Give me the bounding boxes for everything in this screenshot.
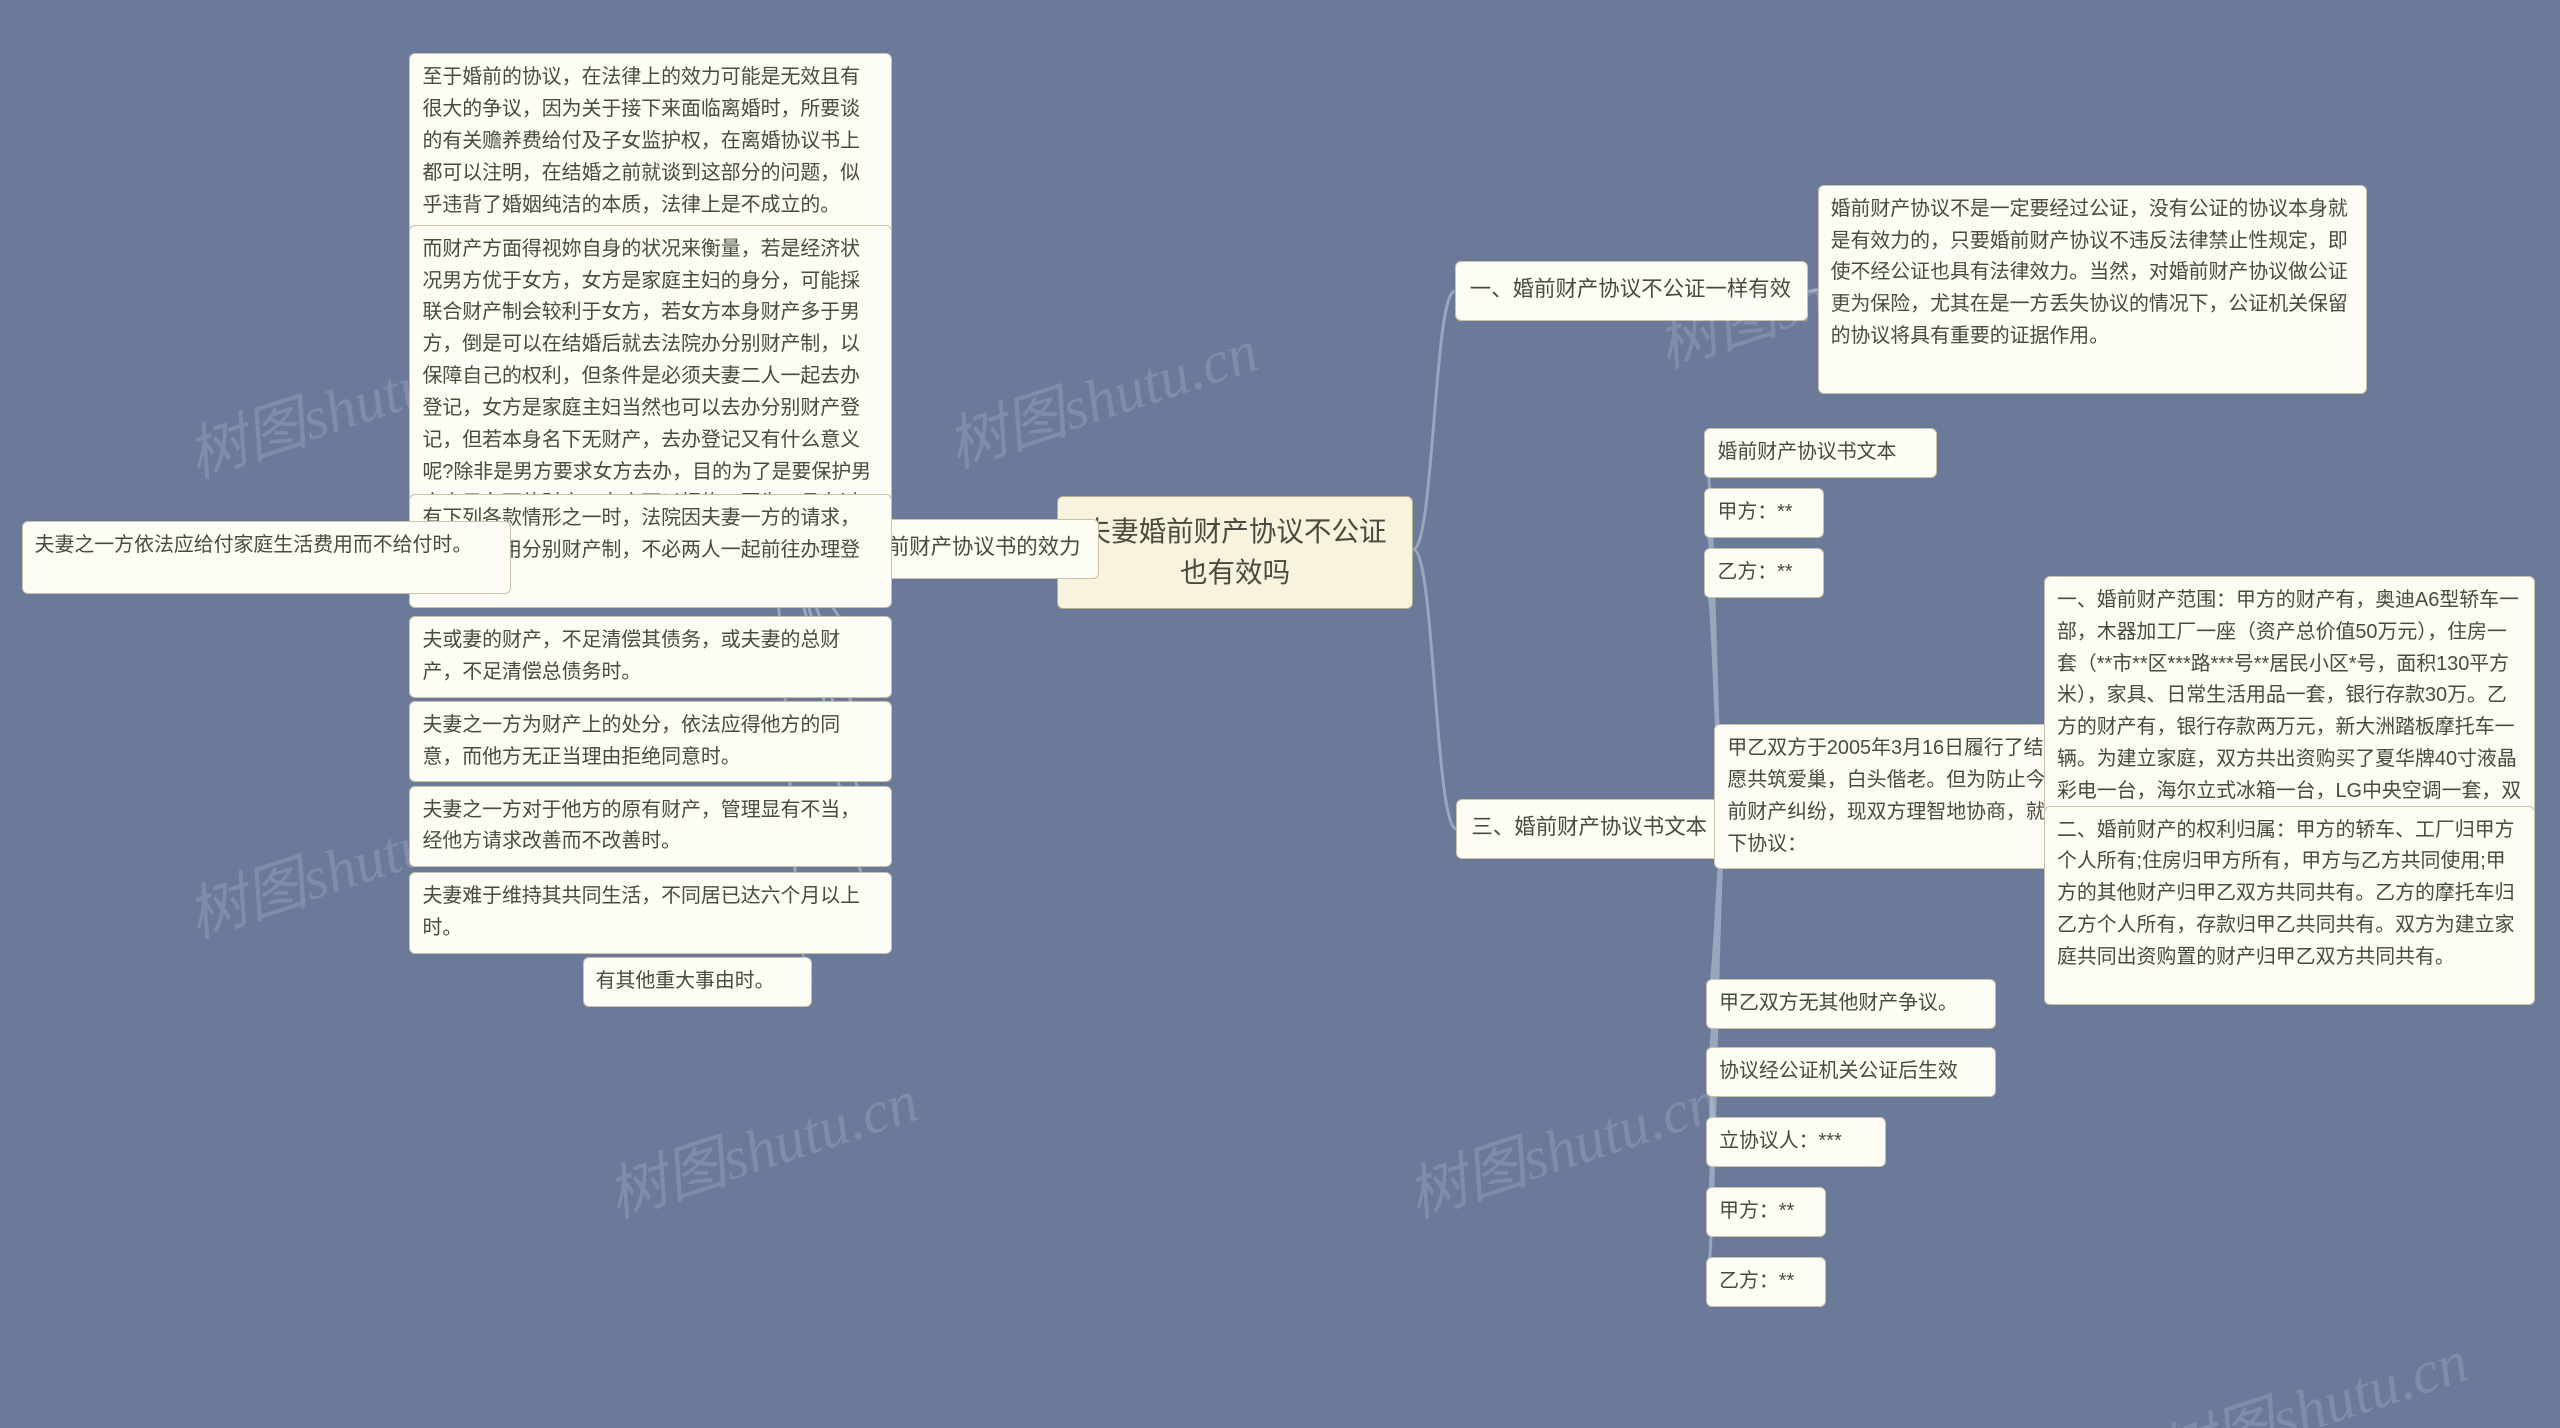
- mindmap-node: 甲方：**: [1706, 1187, 1826, 1237]
- mindmap-node: 夫妻难于维持其共同生活，不同居已达六个月以上时。: [409, 872, 892, 954]
- mindmap-node: 乙方：**: [1704, 548, 1824, 598]
- mindmap-node: 有其他重大事由时。: [583, 957, 813, 1007]
- mindmap-node: 二、婚前财产的权利归属：甲方的轿车、工厂归甲方个人所有;住房归甲方所有，甲方与乙…: [2044, 806, 2535, 1006]
- mindmap-node: 夫妻婚前财产协议不公证 也有效吗: [1057, 496, 1413, 609]
- mindmap-node: 夫妻之一方为财产上的处分，依法应得他方的同意，而他方无正当理由拒绝同意时。: [409, 701, 892, 783]
- mindmap-node: 婚前财产协议书文本: [1704, 428, 1937, 478]
- mindmap-node: 甲乙双方无其他财产争议。: [1706, 979, 1996, 1029]
- watermark: 树图shutu.cn: [1394, 1052, 1727, 1234]
- mindmap-node: 甲方：**: [1704, 488, 1824, 538]
- mindmap-node: 立协议人：***: [1706, 1117, 1886, 1167]
- watermark: 树图shutu.cn: [934, 302, 1267, 484]
- watermark: 树图shutu.cn: [2144, 1312, 2477, 1428]
- mindmap-node: 一、婚前财产协议不公证一样有效: [1455, 261, 1808, 321]
- mindmap-node: 至于婚前的协议，在法律上的效力可能是无效且有很大的争议，因为关于接下来面临离婚时…: [409, 53, 892, 239]
- mindmap-node: 夫或妻的财产，不足清偿其债务，或夫妻的总财产，不足清偿总债务时。: [409, 616, 892, 698]
- mindmap-node: 夫妻之一方对于他方的原有财产，管理显有不当，经他方请求改善而不改善时。: [409, 786, 892, 868]
- mindmap-node: 协议经公证机关公证后生效: [1706, 1047, 1996, 1097]
- mindmap-node: 乙方：**: [1706, 1257, 1826, 1307]
- mindmap-node: 三、婚前财产协议书文本: [1456, 799, 1726, 859]
- mindmap-node: 夫妻之一方依法应给付家庭生活费用而不给付时。: [22, 521, 511, 594]
- watermark: 树图shutu.cn: [594, 1052, 927, 1234]
- mindmap-node: 婚前财产协议不是一定要经过公证，没有公证的协议本身就是有效力的，只要婚前财产协议…: [1818, 185, 2367, 395]
